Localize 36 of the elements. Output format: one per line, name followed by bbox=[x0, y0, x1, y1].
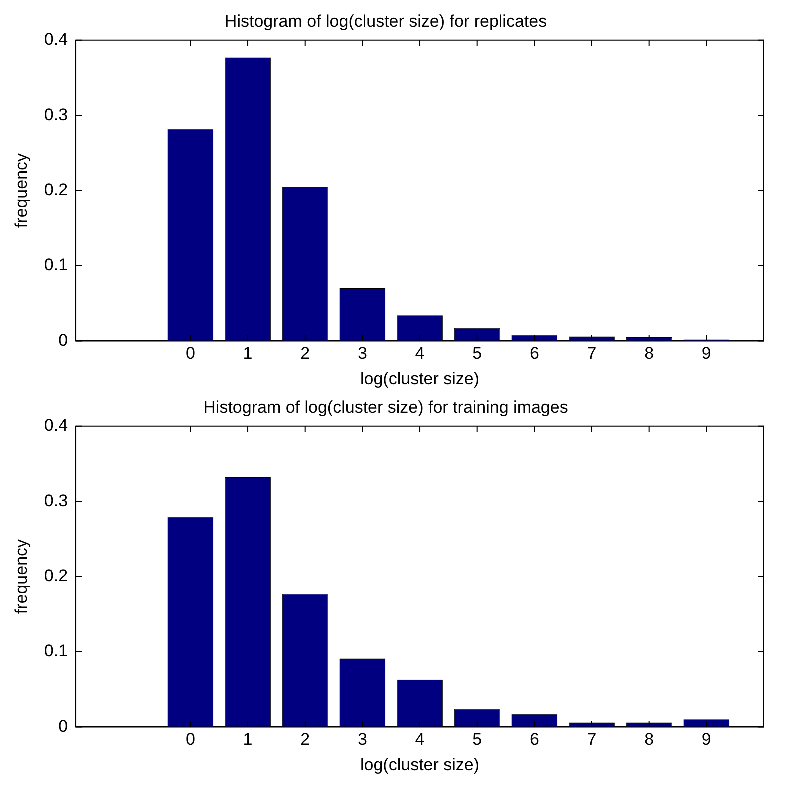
x-tick-label: 7 bbox=[587, 730, 597, 750]
x-tick-label: 0 bbox=[186, 344, 196, 364]
y-tick-label: 0.2 bbox=[44, 566, 68, 586]
y-tick-label: 0.4 bbox=[44, 416, 68, 436]
y-axis-title: frequency bbox=[12, 538, 31, 614]
x-tick-label: 4 bbox=[415, 730, 425, 750]
x-tick-label: 1 bbox=[243, 730, 253, 750]
y-tick-label: 0.2 bbox=[44, 180, 68, 200]
y-tick-label: 0.1 bbox=[44, 256, 68, 275]
y-tick-label: 0.4 bbox=[44, 30, 68, 50]
x-tick-label: 7 bbox=[587, 344, 597, 364]
x-tick-label: 3 bbox=[358, 730, 368, 750]
x-tick-label: 2 bbox=[300, 730, 310, 750]
x-tick-label: 2 bbox=[300, 344, 310, 364]
y-tick-label: 0 bbox=[58, 330, 68, 350]
x-tick-label: 1 bbox=[243, 344, 253, 364]
x-tick-label: 3 bbox=[358, 344, 368, 364]
x-tick-label: 6 bbox=[530, 730, 540, 750]
y-tick-label: 0 bbox=[58, 716, 68, 736]
x-axis-title: log(cluster size) bbox=[360, 369, 480, 388]
y-tick-label: 0.1 bbox=[44, 642, 68, 661]
chart-title: Histogram of log(cluster size) for replicates bbox=[224, 12, 548, 31]
y-axis-title: frequency bbox=[12, 152, 31, 228]
chart-title: Histogram of log(cluster size) for training images bbox=[204, 398, 568, 417]
y-tick-label: 0.3 bbox=[44, 105, 68, 124]
x-tick-label: 4 bbox=[415, 344, 425, 364]
x-tick-label: 8 bbox=[644, 344, 654, 364]
x-tick-label: 6 bbox=[530, 344, 540, 364]
x-axis-title: log(cluster size) bbox=[360, 755, 480, 774]
x-tick-label: 8 bbox=[644, 730, 654, 750]
x-tick-label: 9 bbox=[702, 730, 712, 750]
x-tick-label: 0 bbox=[186, 730, 196, 750]
y-tick-label: 0.3 bbox=[44, 491, 68, 510]
x-tick-label: 9 bbox=[702, 344, 712, 364]
x-tick-label: 5 bbox=[472, 730, 482, 750]
x-tick-label: 5 bbox=[472, 344, 482, 364]
